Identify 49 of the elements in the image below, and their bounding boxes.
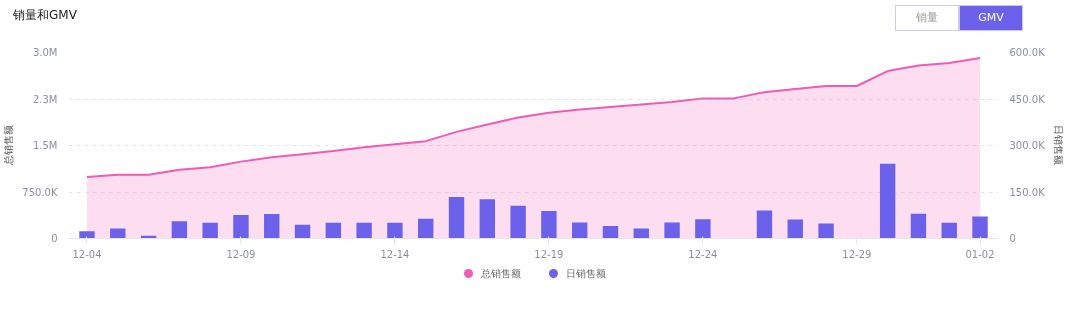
y2-tick-label: 300.0K [1009,140,1046,151]
x-tick-label: 12-19 [534,248,564,260]
bar [879,163,896,239]
bar [756,210,773,239]
y2-tick-label: 0 [1009,233,1016,244]
bar [171,221,188,239]
bar [418,218,434,239]
y2-tick-label: 150.0K [1009,186,1046,198]
x-tick-label: 01-02 [965,248,995,260]
x-tick-label: 12-09 [226,248,256,260]
y2-tick-label: 450.0K [1009,93,1046,105]
bar [264,214,280,239]
bar [233,214,249,239]
bar [818,223,834,239]
y-tick-label: 3.0M [32,47,58,58]
bar [479,199,496,239]
x-tick-label: 12-14 [380,248,410,260]
text: GMV [959,5,1023,31]
bar [571,222,588,239]
bar [787,219,803,239]
y-tick-label: 1.5M [32,140,58,151]
x-tick-label: 12-04 [72,248,102,260]
legend-label: 日销售额 [565,267,606,281]
bar [448,196,465,239]
text: 销量 [895,5,959,31]
bar [941,222,957,239]
x-tick-label: 12-24 [688,248,718,260]
chart-title: 销量和GMV [13,8,77,22]
bar [602,226,619,239]
bar [294,224,311,239]
bar [972,216,988,239]
bar [79,231,95,239]
y2-tick-label: 600.0K [1009,47,1046,58]
bar [387,222,403,239]
bar [664,222,680,239]
bar [695,219,711,239]
bar [325,222,342,239]
y-tick-label: 2.3M [32,93,58,105]
x-tick-label: 12-29 [842,248,872,260]
y-axis-title: 总销售额 [3,125,15,167]
bar [202,222,218,239]
bar [541,210,557,239]
legend-label: 总销售额 [480,267,521,281]
y-tick-label: 0 [51,233,58,244]
y2-axis-title: 日销售额 [1052,125,1064,166]
bar [510,205,526,239]
bar [356,222,372,239]
bar [910,213,927,239]
y-tick-label: 750.0K [22,186,58,198]
